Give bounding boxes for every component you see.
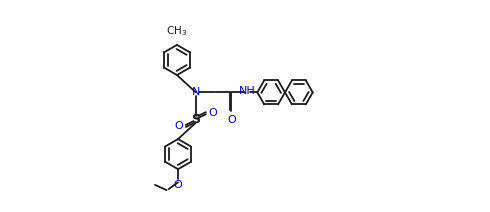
Text: NH: NH [239,86,255,96]
Text: S: S [191,113,200,126]
Text: N: N [192,87,200,97]
Text: CH$_3$: CH$_3$ [167,24,188,38]
Text: O: O [173,180,182,190]
Text: O: O [174,121,183,131]
Text: O: O [227,115,236,126]
Text: O: O [208,108,217,118]
